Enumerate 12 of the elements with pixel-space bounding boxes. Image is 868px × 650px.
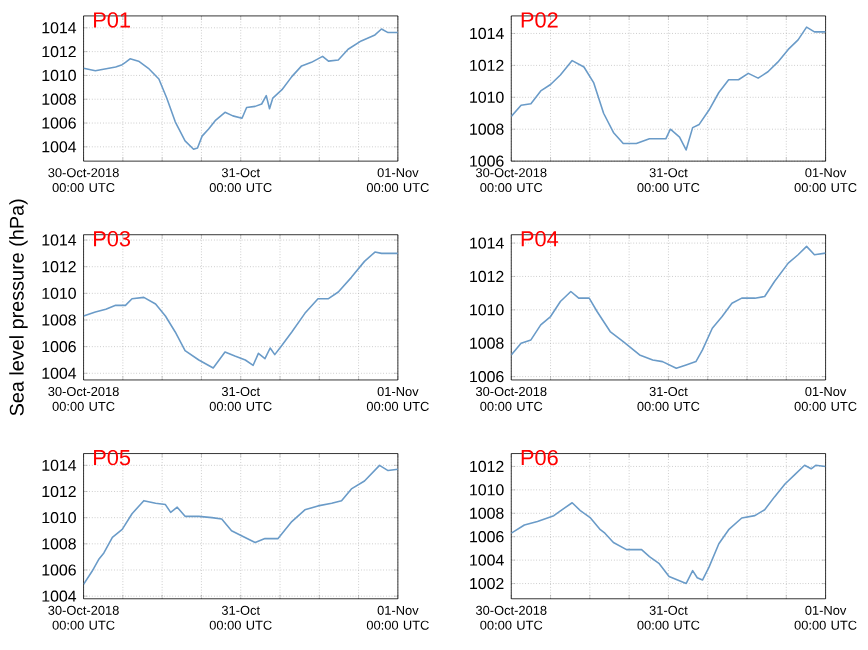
line-series (511, 245, 826, 369)
line-series (83, 251, 398, 369)
y-axis-title: Sea level pressure (hPa) (9, 199, 28, 416)
line-series (83, 27, 398, 150)
chart-title: P02 (521, 11, 558, 28)
chart-title: P05 (94, 449, 131, 466)
chart-title: P06 (521, 449, 558, 466)
chart-title: P01 (94, 11, 130, 28)
line-series (511, 26, 826, 151)
chart-title: P04 (521, 230, 559, 247)
chart-title: P03 (94, 230, 131, 247)
line-series (83, 464, 398, 585)
